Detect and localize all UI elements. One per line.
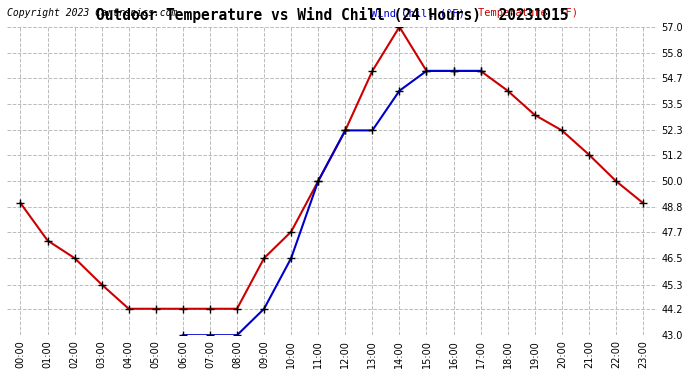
Title: Outdoor Temperature vs Wind Chill (24 Hours)  20231015: Outdoor Temperature vs Wind Chill (24 Ho… (95, 7, 568, 23)
Text: Copyright 2023 Cartronics.com: Copyright 2023 Cartronics.com (7, 8, 177, 18)
Text: Wind Chill (°F): Wind Chill (°F) (371, 8, 477, 18)
Text: Temperature (°F): Temperature (°F) (478, 8, 578, 18)
